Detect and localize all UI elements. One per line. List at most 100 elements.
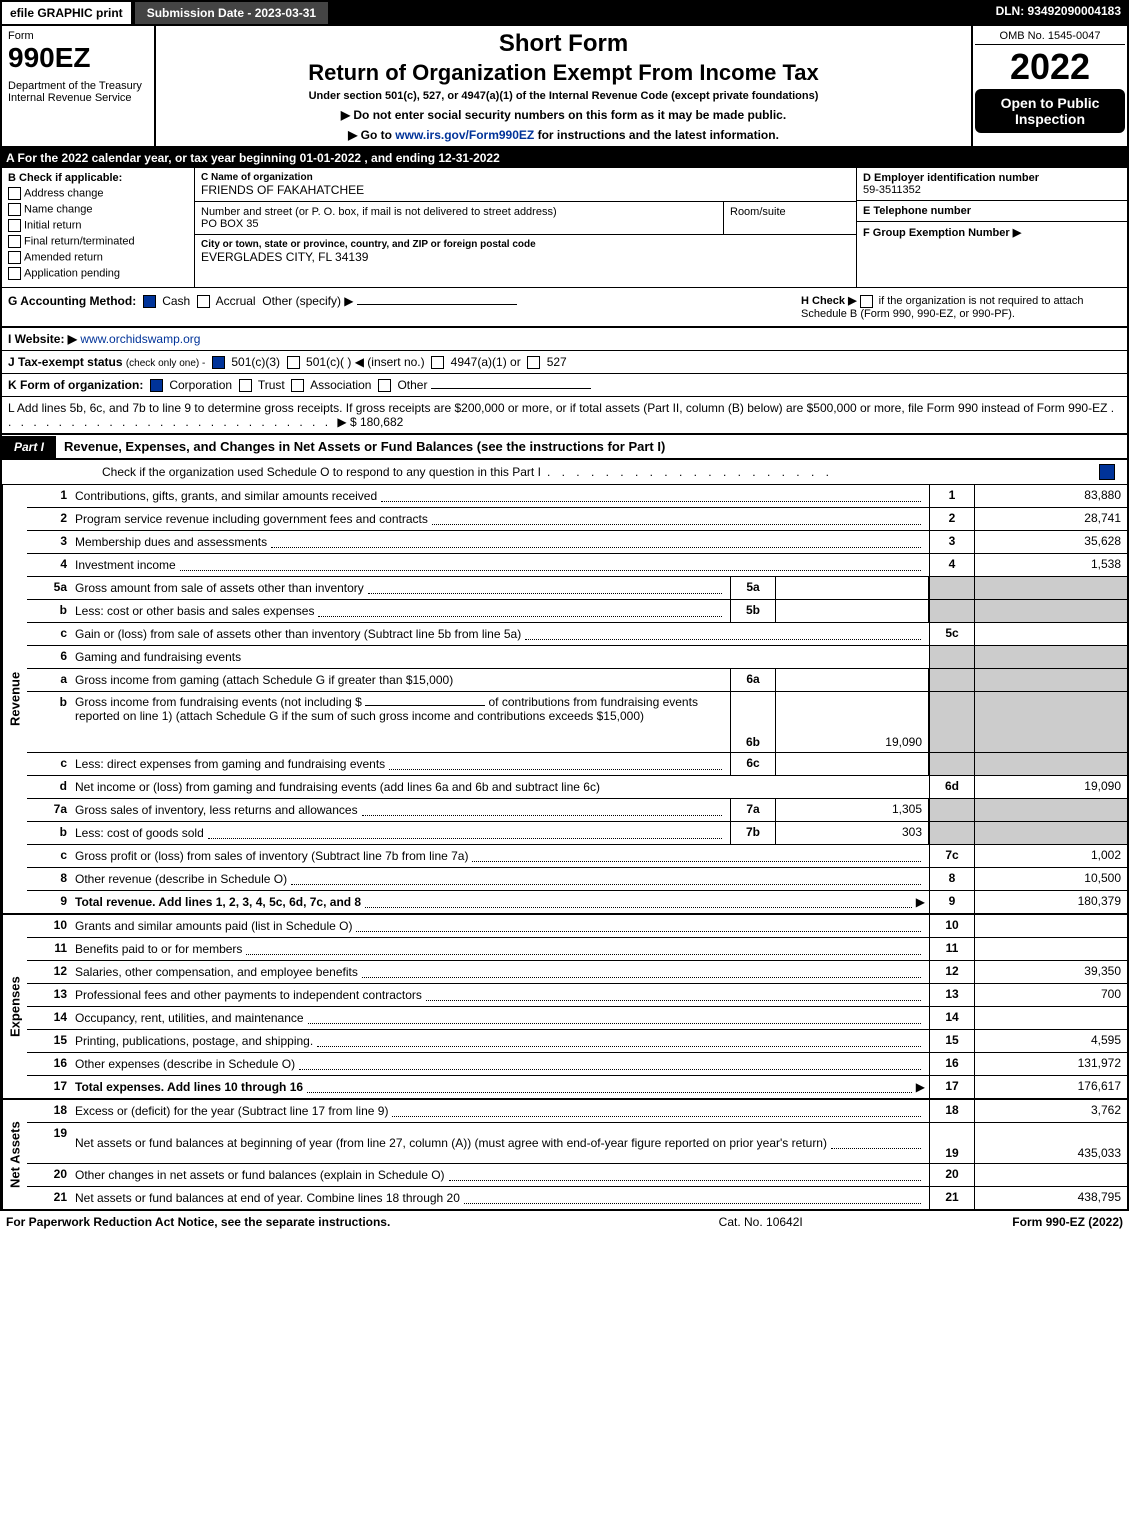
line-18-num: 18 bbox=[27, 1100, 71, 1122]
opt-4947: 4947(a)(1) or bbox=[451, 355, 521, 369]
line-5c: c Gain or (loss) from sale of assets oth… bbox=[27, 623, 1127, 646]
other-label: Other (specify) ▶ bbox=[262, 294, 353, 308]
line-21-desc: Net assets or fund balances at end of ye… bbox=[75, 1191, 460, 1205]
line-13-desc: Professional fees and other payments to … bbox=[75, 988, 422, 1002]
line-8-num: 8 bbox=[27, 868, 71, 890]
line-12: 12 Salaries, other compensation, and emp… bbox=[27, 961, 1127, 984]
check-address-change[interactable]: Address change bbox=[8, 187, 188, 200]
tax-exempt-note: (check only one) - bbox=[126, 358, 205, 369]
form-org-label: K Form of organization: bbox=[8, 378, 143, 392]
irs-label: Internal Revenue Service bbox=[8, 92, 148, 104]
line-9-val: 180,379 bbox=[975, 891, 1127, 913]
street-label: Number and street (or P. O. box, if mail… bbox=[201, 206, 717, 218]
check-accrual[interactable] bbox=[197, 295, 210, 308]
line-16-val: 131,972 bbox=[975, 1053, 1127, 1075]
line-6b-num: b bbox=[27, 692, 71, 752]
line-8-desc: Other revenue (describe in Schedule O) bbox=[75, 872, 287, 886]
row-l-text: L Add lines 5b, 6c, and 7b to line 9 to … bbox=[8, 401, 1107, 415]
line-17-val: 176,617 bbox=[975, 1076, 1127, 1098]
check-final-return[interactable]: Final return/terminated bbox=[8, 235, 188, 248]
line-21-val: 438,795 bbox=[975, 1187, 1127, 1209]
row-j: J Tax-exempt status (check only one) - 5… bbox=[0, 351, 1129, 374]
line-6d-desc: Net income or (loss) from gaming and fun… bbox=[75, 780, 600, 794]
section-h: H Check ▶ if the organization is not req… bbox=[801, 294, 1121, 320]
opt-other-org: Other bbox=[397, 378, 427, 392]
check-527[interactable] bbox=[527, 356, 540, 369]
line-5b-sub: 5b bbox=[730, 600, 776, 622]
check-association[interactable] bbox=[291, 379, 304, 392]
check-corporation[interactable] bbox=[150, 379, 163, 392]
line-15-num: 15 bbox=[27, 1030, 71, 1052]
inspection-badge: Open to Public Inspection bbox=[975, 89, 1125, 133]
form-label: Form bbox=[8, 30, 148, 42]
h-label: H Check ▶ bbox=[801, 295, 857, 307]
line-7b-desc: Less: cost of goods sold bbox=[75, 826, 204, 840]
irs-link[interactable]: www.irs.gov/Form990EZ bbox=[395, 128, 534, 142]
check-initial-return[interactable]: Initial return bbox=[8, 219, 188, 232]
form-number: 990EZ bbox=[8, 42, 148, 74]
opt-527: 527 bbox=[547, 355, 567, 369]
section-b: B Check if applicable: Address change Na… bbox=[2, 168, 195, 287]
line-7a-val-shaded bbox=[975, 799, 1127, 821]
net-assets-side-label: Net Assets bbox=[2, 1100, 27, 1209]
part-1-check-row: Check if the organization used Schedule … bbox=[0, 460, 1129, 485]
check-501c3[interactable] bbox=[212, 356, 225, 369]
check-schedule-o[interactable] bbox=[1099, 464, 1115, 480]
line-10-desc: Grants and similar amounts paid (list in… bbox=[75, 919, 352, 933]
ein-label: D Employer identification number bbox=[863, 172, 1121, 184]
line-15-val: 4,595 bbox=[975, 1030, 1127, 1052]
check-4947[interactable] bbox=[431, 356, 444, 369]
section-def: D Employer identification number 59-3511… bbox=[857, 168, 1127, 287]
line-5b: b Less: cost or other basis and sales ex… bbox=[27, 600, 1127, 623]
submission-date-label: Submission Date - 2023-03-31 bbox=[133, 0, 330, 26]
check-application-pending[interactable]: Application pending bbox=[8, 267, 188, 280]
line-6a-desc: Gross income from gaming (attach Schedul… bbox=[75, 673, 453, 687]
line-5a-val-shaded bbox=[975, 577, 1127, 599]
street-value: PO BOX 35 bbox=[201, 218, 717, 230]
line-20-val bbox=[975, 1164, 1127, 1186]
line-6c-desc: Less: direct expenses from gaming and fu… bbox=[75, 757, 385, 771]
accounting-label: G Accounting Method: bbox=[8, 294, 136, 308]
line-6-ln-shaded bbox=[929, 646, 975, 668]
line-3-desc: Membership dues and assessments bbox=[75, 535, 267, 549]
line-6d-ln: 6d bbox=[929, 776, 975, 798]
check-other-org[interactable] bbox=[378, 379, 391, 392]
efile-print-button[interactable]: efile GRAPHIC print bbox=[0, 0, 133, 26]
section-a-tax-year: A For the 2022 calendar year, or tax yea… bbox=[0, 148, 1129, 168]
line-17-num: 17 bbox=[27, 1076, 71, 1098]
part-1-title: Revenue, Expenses, and Changes in Net As… bbox=[56, 435, 1127, 458]
line-4-num: 4 bbox=[27, 554, 71, 576]
check-501c[interactable] bbox=[287, 356, 300, 369]
line-11: 11 Benefits paid to or for members 11 bbox=[27, 938, 1127, 961]
check-trust[interactable] bbox=[239, 379, 252, 392]
other-org-field[interactable] bbox=[431, 388, 591, 389]
check-amended-return[interactable]: Amended return bbox=[8, 251, 188, 264]
check-schedule-b[interactable] bbox=[860, 295, 873, 308]
line-6a-sub: 6a bbox=[730, 669, 776, 691]
expenses-table: Expenses 10 Grants and similar amounts p… bbox=[0, 915, 1129, 1100]
revenue-side-label: Revenue bbox=[2, 485, 27, 913]
line-20-ln: 20 bbox=[929, 1164, 975, 1186]
check-cash[interactable] bbox=[143, 295, 156, 308]
line-16-num: 16 bbox=[27, 1053, 71, 1075]
line-4-desc: Investment income bbox=[75, 558, 176, 572]
website-link[interactable]: www.orchidswamp.org bbox=[80, 332, 200, 346]
section-b-label: B Check if applicable: bbox=[8, 172, 188, 184]
line-4: 4 Investment income 4 1,538 bbox=[27, 554, 1127, 577]
line-9-arrow-icon: ▶ bbox=[916, 895, 925, 909]
line-19: 19 Net assets or fund balances at beginn… bbox=[27, 1123, 1127, 1164]
check-name-change[interactable]: Name change bbox=[8, 203, 188, 216]
city-value: EVERGLADES CITY, FL 34139 bbox=[201, 250, 850, 264]
line-6b-blank[interactable] bbox=[365, 705, 485, 706]
line-1-ln: 1 bbox=[929, 485, 975, 507]
line-6b-desc-pre: Gross income from fundraising events (no… bbox=[75, 695, 362, 709]
line-7c: c Gross profit or (loss) from sales of i… bbox=[27, 845, 1127, 868]
line-19-ln: 19 bbox=[929, 1123, 975, 1163]
line-15: 15 Printing, publications, postage, and … bbox=[27, 1030, 1127, 1053]
other-specify-field[interactable] bbox=[357, 304, 517, 305]
line-10-val bbox=[975, 915, 1127, 937]
line-8-val: 10,500 bbox=[975, 868, 1127, 890]
line-6-desc: Gaming and fundraising events bbox=[75, 650, 241, 664]
instr-2-prefix: ▶ Go to bbox=[348, 128, 395, 142]
line-6d-num: d bbox=[27, 776, 71, 798]
